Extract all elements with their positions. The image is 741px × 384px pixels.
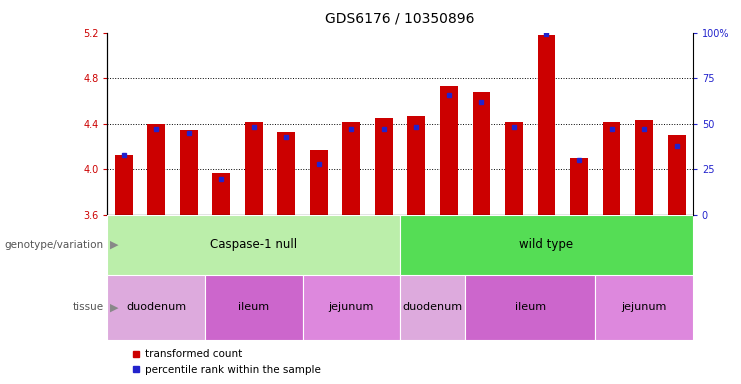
Bar	[595, 275, 693, 340]
Text: ▶: ▶	[110, 240, 118, 250]
Legend: transformed count, percentile rank within the sample: transformed count, percentile rank withi…	[127, 345, 325, 379]
Bar	[107, 215, 400, 275]
Bar	[115, 155, 133, 215]
Bar	[473, 92, 491, 215]
Bar	[408, 116, 425, 215]
Bar	[245, 122, 263, 215]
Bar	[180, 129, 198, 215]
Bar	[570, 158, 588, 215]
Bar	[213, 173, 230, 215]
Text: jejunum: jejunum	[622, 302, 667, 312]
Bar	[147, 124, 165, 215]
Bar	[465, 275, 595, 340]
Bar	[400, 275, 465, 340]
Bar	[635, 121, 653, 215]
Text: ileum: ileum	[238, 302, 270, 312]
Bar	[205, 275, 302, 340]
Text: ▶: ▶	[110, 302, 118, 312]
Text: tissue: tissue	[73, 302, 104, 312]
Text: GDS6176 / 10350896: GDS6176 / 10350896	[325, 12, 475, 25]
Text: duodenum: duodenum	[126, 302, 186, 312]
Bar	[400, 215, 693, 275]
Bar	[302, 275, 400, 340]
Bar	[375, 118, 393, 215]
Bar	[668, 135, 685, 215]
Text: jejunum: jejunum	[329, 302, 374, 312]
Bar	[505, 122, 523, 215]
Bar	[537, 35, 556, 215]
Bar	[310, 150, 328, 215]
Text: duodenum: duodenum	[402, 302, 462, 312]
Bar	[440, 86, 458, 215]
Bar	[107, 275, 205, 340]
Bar	[277, 132, 295, 215]
Bar	[342, 122, 360, 215]
Text: ileum: ileum	[515, 302, 546, 312]
Text: genotype/variation: genotype/variation	[4, 240, 104, 250]
Text: wild type: wild type	[519, 238, 574, 251]
Bar	[602, 122, 620, 215]
Text: Caspase-1 null: Caspase-1 null	[210, 238, 297, 251]
